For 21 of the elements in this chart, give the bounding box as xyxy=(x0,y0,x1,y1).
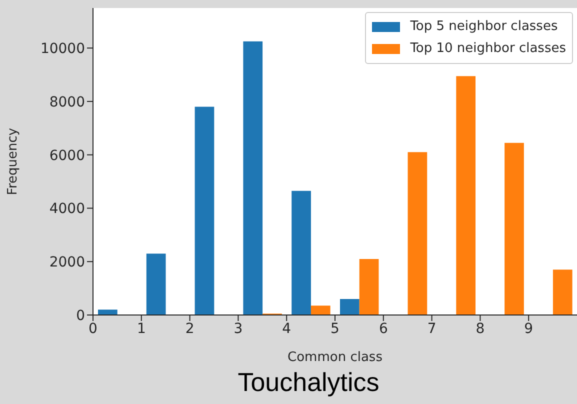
x-tick-label: 7 xyxy=(427,320,436,337)
y-tick-label: 10000 xyxy=(40,41,85,58)
y-tick-label: 2000 xyxy=(49,254,85,271)
x-tick-label: 1 xyxy=(136,320,146,337)
x-tick-label: 8 xyxy=(476,320,485,337)
x-tick-label: 2 xyxy=(185,320,194,337)
x-tick-label: 4 xyxy=(282,320,292,337)
x-tick-label: 6 xyxy=(378,320,388,337)
y-tick-label: 6000 xyxy=(49,148,85,164)
legend-label: Top 5 neighbor classes xyxy=(410,18,558,36)
x-axis-title: Common class xyxy=(288,350,383,365)
text: Touchalytics xyxy=(236,367,380,398)
x-tick-label: 9 xyxy=(524,320,534,337)
y-tick-label: 8000 xyxy=(49,94,85,110)
y-tick-label: 4000 xyxy=(49,201,85,218)
x-tick-label: 0 xyxy=(88,320,98,337)
y-axis-title: Frequency xyxy=(6,128,21,196)
x-tick-label: 5 xyxy=(330,320,340,337)
y-tick-label: 0 xyxy=(76,308,85,324)
legend-label: Top 10 neighbor classes xyxy=(410,40,566,58)
x-tick-label: 3 xyxy=(234,320,243,337)
